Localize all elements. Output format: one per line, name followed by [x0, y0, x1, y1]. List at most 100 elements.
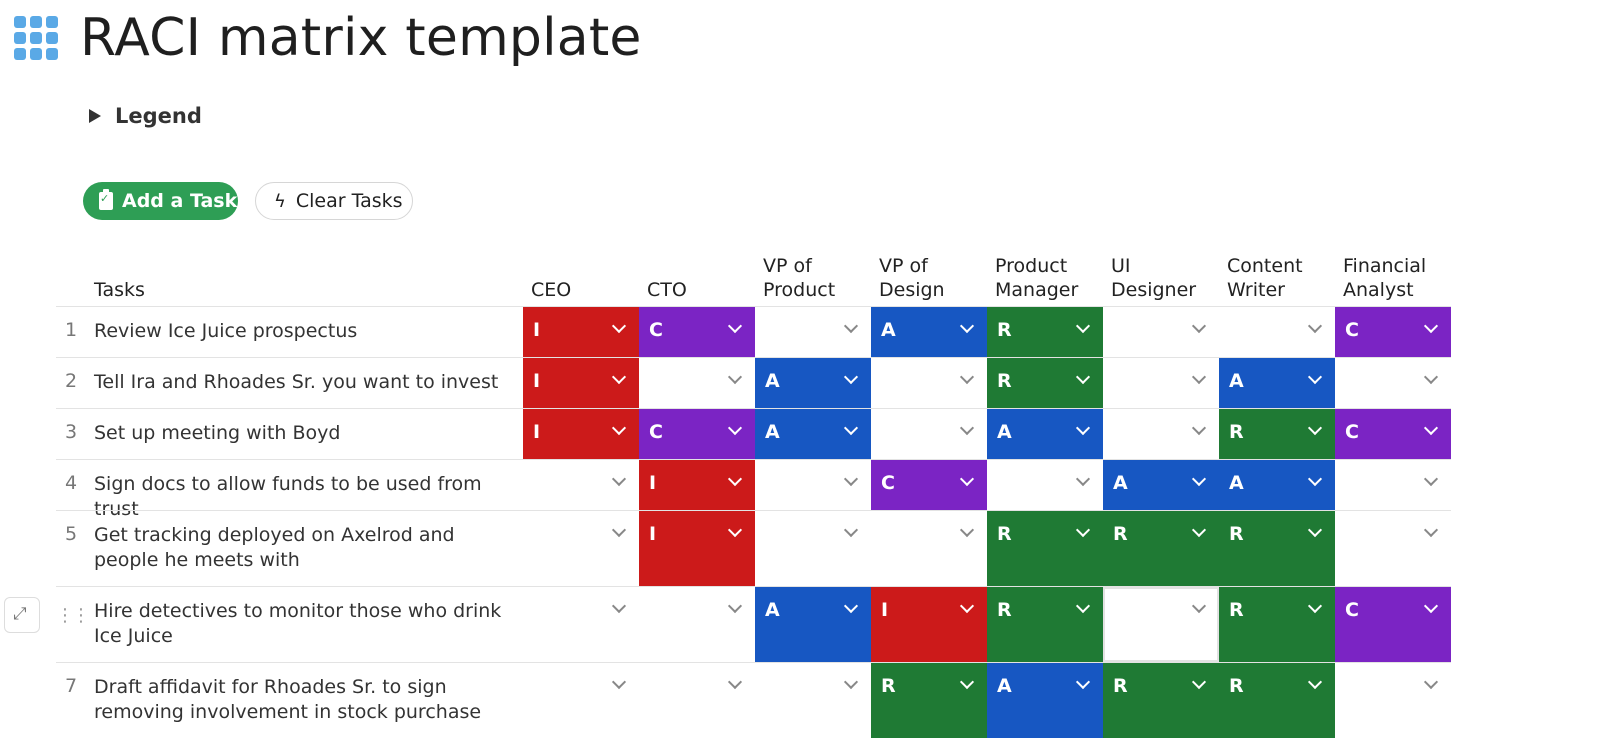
- row-tools: ⤢ ⋮⋮: [4, 597, 90, 633]
- raci-select[interactable]: C: [871, 460, 987, 510]
- clear-tasks-button[interactable]: ϟ Clear Tasks: [255, 182, 413, 220]
- raci-select[interactable]: R: [1219, 511, 1335, 586]
- raci-select[interactable]: C: [1335, 587, 1451, 662]
- raci-select[interactable]: A: [755, 409, 871, 459]
- raci-select[interactable]: I: [523, 307, 639, 357]
- raci-value: C: [649, 319, 663, 341]
- raci-value: A: [765, 599, 780, 621]
- raci-select[interactable]: [639, 663, 755, 738]
- raci-value: R: [1229, 421, 1244, 443]
- raci-select[interactable]: A: [1103, 460, 1219, 510]
- chevron-down-icon: [727, 369, 743, 385]
- raci-select[interactable]: R: [1219, 663, 1335, 738]
- raci-select[interactable]: A: [755, 358, 871, 408]
- chevron-down-icon: [1191, 420, 1207, 436]
- raci-select[interactable]: R: [1103, 663, 1219, 738]
- raci-value: A: [881, 319, 896, 341]
- raci-value: I: [649, 472, 657, 494]
- raci-select[interactable]: I: [523, 409, 639, 459]
- raci-select[interactable]: [755, 663, 871, 738]
- raci-select[interactable]: [639, 587, 755, 662]
- raci-select[interactable]: A: [987, 409, 1103, 459]
- header-role-label: UI Designer: [1111, 254, 1196, 302]
- raci-select[interactable]: [523, 587, 639, 662]
- header-role-label: Content Writer: [1227, 254, 1303, 302]
- chevron-down-icon: [611, 318, 627, 334]
- task-name[interactable]: Review Ice Juice prospectus: [94, 320, 358, 342]
- task-name[interactable]: Hire detectives to monitor those who dri…: [94, 600, 502, 647]
- raci-value: C: [1345, 599, 1359, 621]
- raci-select[interactable]: R: [1219, 587, 1335, 662]
- add-task-button[interactable]: Add a Task: [83, 182, 238, 220]
- raci-select[interactable]: C: [1335, 409, 1451, 459]
- raci-value: A: [1229, 370, 1244, 392]
- header-role-line1: VP of: [879, 255, 928, 277]
- task-name[interactable]: Draft affidavit for Rhoades Sr. to sign …: [94, 676, 482, 723]
- header-role: VP of Product: [755, 254, 871, 306]
- chevron-down-icon: [959, 471, 975, 487]
- raci-select[interactable]: [1103, 587, 1219, 662]
- raci-select[interactable]: [871, 511, 987, 586]
- chevron-down-icon: [611, 522, 627, 538]
- raci-select[interactable]: A: [871, 307, 987, 357]
- raci-select[interactable]: [1335, 663, 1451, 738]
- raci-select[interactable]: A: [1219, 358, 1335, 408]
- chevron-down-icon: [1423, 471, 1439, 487]
- raci-select[interactable]: [1103, 409, 1219, 459]
- raci-select[interactable]: R: [871, 663, 987, 738]
- chevron-down-icon: [727, 318, 743, 334]
- chevron-down-icon: [843, 598, 859, 614]
- raci-select[interactable]: [755, 511, 871, 586]
- raci-select[interactable]: [755, 460, 871, 510]
- raci-select[interactable]: [523, 663, 639, 738]
- task-name[interactable]: Get tracking deployed on Axelrod and peo…: [94, 524, 455, 571]
- raci-select[interactable]: [871, 358, 987, 408]
- raci-value: C: [1345, 319, 1359, 341]
- header-role-label: CEO: [531, 278, 571, 302]
- raci-value: R: [997, 370, 1012, 392]
- raci-select[interactable]: I: [871, 587, 987, 662]
- raci-select[interactable]: [871, 409, 987, 459]
- raci-select[interactable]: [1103, 358, 1219, 408]
- drag-handle-icon[interactable]: ⋮⋮: [56, 604, 90, 626]
- legend-toggle[interactable]: Legend: [89, 104, 202, 128]
- task-name[interactable]: Tell Ira and Rhoades Sr. you want to inv…: [94, 371, 499, 393]
- raci-select[interactable]: R: [1219, 409, 1335, 459]
- raci-select[interactable]: [523, 511, 639, 586]
- header-role-label: VP of Design: [879, 254, 945, 302]
- raci-value: C: [649, 421, 663, 443]
- lightning-icon: ϟ: [274, 190, 286, 212]
- raci-select[interactable]: R: [1103, 511, 1219, 586]
- task-name[interactable]: Sign docs to allow funds to be used from…: [94, 473, 482, 520]
- task-name[interactable]: Set up meeting with Boyd: [94, 422, 341, 444]
- chevron-down-icon: [1307, 522, 1323, 538]
- raci-select[interactable]: [1335, 358, 1451, 408]
- raci-select[interactable]: R: [987, 511, 1103, 586]
- raci-select[interactable]: A: [1219, 460, 1335, 510]
- raci-select[interactable]: [639, 358, 755, 408]
- raci-select[interactable]: [1335, 460, 1451, 510]
- chevron-down-icon: [959, 420, 975, 436]
- raci-select[interactable]: C: [639, 409, 755, 459]
- raci-select[interactable]: R: [987, 307, 1103, 357]
- raci-select[interactable]: R: [987, 587, 1103, 662]
- raci-select[interactable]: I: [639, 460, 755, 510]
- raci-select[interactable]: [755, 307, 871, 357]
- raci-value: R: [997, 319, 1012, 341]
- raci-select[interactable]: C: [1335, 307, 1451, 357]
- raci-select[interactable]: [1219, 307, 1335, 357]
- header-role-line1: Content: [1227, 255, 1303, 277]
- raci-select[interactable]: A: [987, 663, 1103, 738]
- raci-select[interactable]: [987, 460, 1103, 510]
- raci-select[interactable]: C: [639, 307, 755, 357]
- chevron-down-icon: [1075, 420, 1091, 436]
- expand-icon[interactable]: ⤢: [4, 597, 40, 633]
- raci-select[interactable]: [1103, 307, 1219, 357]
- raci-select[interactable]: I: [523, 358, 639, 408]
- raci-select[interactable]: A: [755, 587, 871, 662]
- raci-select[interactable]: R: [987, 358, 1103, 408]
- raci-select[interactable]: [1335, 511, 1451, 586]
- raci-select[interactable]: I: [639, 511, 755, 586]
- raci-select[interactable]: [523, 460, 639, 510]
- chevron-down-icon: [959, 522, 975, 538]
